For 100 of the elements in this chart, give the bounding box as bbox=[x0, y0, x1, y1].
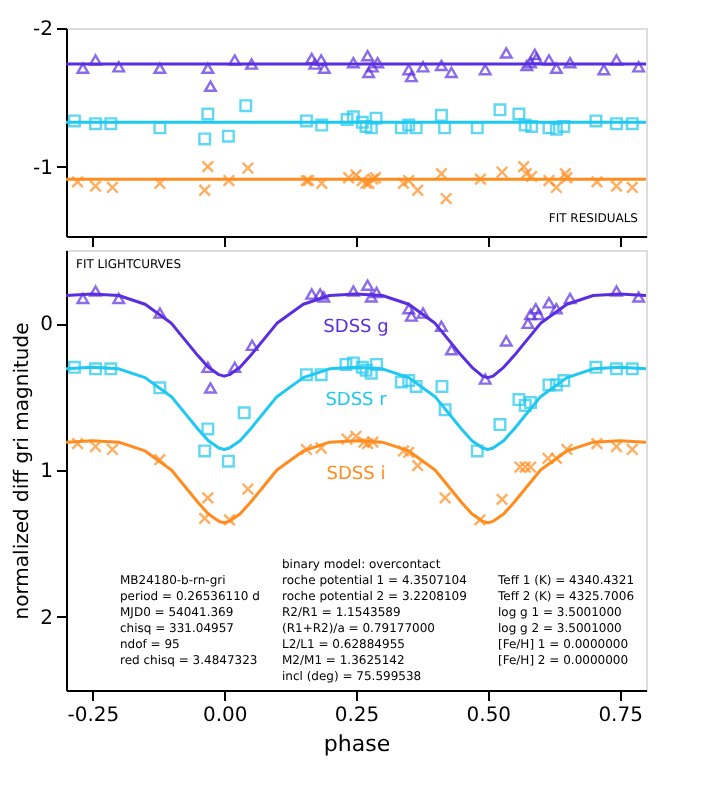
point bbox=[203, 382, 217, 394]
point bbox=[299, 368, 313, 382]
point bbox=[362, 66, 376, 79]
y-tick-label: -1 bbox=[33, 157, 53, 180]
point bbox=[317, 62, 331, 74]
x-tick-label: 0.75 bbox=[598, 705, 643, 727]
point bbox=[563, 56, 577, 69]
point bbox=[524, 56, 538, 69]
point bbox=[305, 288, 319, 300]
point bbox=[394, 121, 408, 135]
point bbox=[89, 285, 103, 297]
point bbox=[560, 171, 574, 185]
point bbox=[597, 63, 611, 76]
point bbox=[590, 175, 604, 189]
point bbox=[201, 491, 215, 505]
point bbox=[201, 160, 215, 174]
point bbox=[76, 62, 90, 74]
point bbox=[439, 192, 453, 206]
point bbox=[222, 513, 236, 527]
point bbox=[317, 291, 331, 303]
point bbox=[89, 440, 103, 454]
point bbox=[67, 360, 81, 374]
point bbox=[361, 437, 375, 451]
point bbox=[346, 110, 360, 124]
point bbox=[625, 362, 639, 376]
point bbox=[198, 444, 212, 458]
point bbox=[590, 437, 604, 451]
point bbox=[402, 63, 416, 76]
point bbox=[104, 117, 118, 131]
point bbox=[524, 396, 538, 410]
point bbox=[364, 121, 378, 135]
point bbox=[438, 491, 452, 505]
point bbox=[524, 308, 538, 321]
point bbox=[245, 58, 259, 70]
point bbox=[402, 174, 416, 188]
point bbox=[609, 285, 623, 297]
series-label: SDSS r bbox=[325, 391, 388, 412]
point bbox=[493, 418, 507, 432]
point bbox=[470, 121, 484, 135]
point bbox=[589, 114, 603, 128]
point bbox=[402, 445, 416, 459]
point bbox=[228, 54, 242, 66]
point bbox=[89, 54, 103, 66]
point bbox=[512, 107, 526, 121]
point bbox=[153, 121, 167, 135]
point bbox=[438, 121, 452, 135]
point bbox=[228, 361, 242, 374]
point bbox=[364, 366, 378, 380]
x-tick-label: 0.50 bbox=[466, 705, 512, 727]
point bbox=[355, 360, 369, 374]
point bbox=[355, 115, 369, 129]
point bbox=[361, 279, 375, 291]
point bbox=[434, 320, 448, 333]
point bbox=[499, 47, 513, 59]
point bbox=[495, 492, 509, 506]
x-axis-title: phase bbox=[323, 731, 391, 757]
point bbox=[221, 454, 235, 468]
point bbox=[409, 379, 423, 393]
point bbox=[520, 59, 534, 72]
point bbox=[112, 61, 126, 73]
point bbox=[239, 99, 253, 113]
point bbox=[438, 403, 452, 417]
point bbox=[542, 121, 556, 135]
point bbox=[203, 80, 217, 93]
point bbox=[370, 286, 384, 299]
point bbox=[517, 160, 531, 174]
point bbox=[495, 165, 509, 179]
point bbox=[444, 343, 458, 356]
y-tick-label: 1 bbox=[40, 461, 53, 483]
point bbox=[340, 113, 354, 127]
point bbox=[549, 302, 563, 315]
point bbox=[409, 121, 423, 135]
point bbox=[402, 302, 416, 315]
point bbox=[531, 308, 545, 321]
point bbox=[241, 482, 255, 496]
point bbox=[299, 114, 313, 128]
point bbox=[349, 168, 363, 182]
point bbox=[346, 56, 360, 69]
point bbox=[416, 307, 430, 319]
point bbox=[104, 362, 118, 376]
point bbox=[346, 285, 360, 297]
series-label: SDSS g bbox=[323, 318, 389, 338]
point bbox=[518, 398, 532, 412]
point bbox=[632, 61, 646, 73]
point bbox=[416, 61, 430, 73]
point bbox=[549, 122, 563, 136]
point bbox=[67, 114, 81, 128]
point bbox=[153, 307, 167, 319]
point bbox=[313, 288, 327, 300]
point bbox=[359, 119, 373, 133]
point bbox=[245, 339, 259, 352]
point bbox=[315, 118, 329, 132]
x-tick-label: 0.00 bbox=[202, 705, 248, 727]
point bbox=[241, 161, 255, 175]
point bbox=[549, 62, 563, 74]
point bbox=[371, 56, 385, 69]
point bbox=[364, 291, 378, 303]
point bbox=[404, 310, 418, 322]
point bbox=[153, 176, 167, 190]
point bbox=[541, 451, 555, 465]
